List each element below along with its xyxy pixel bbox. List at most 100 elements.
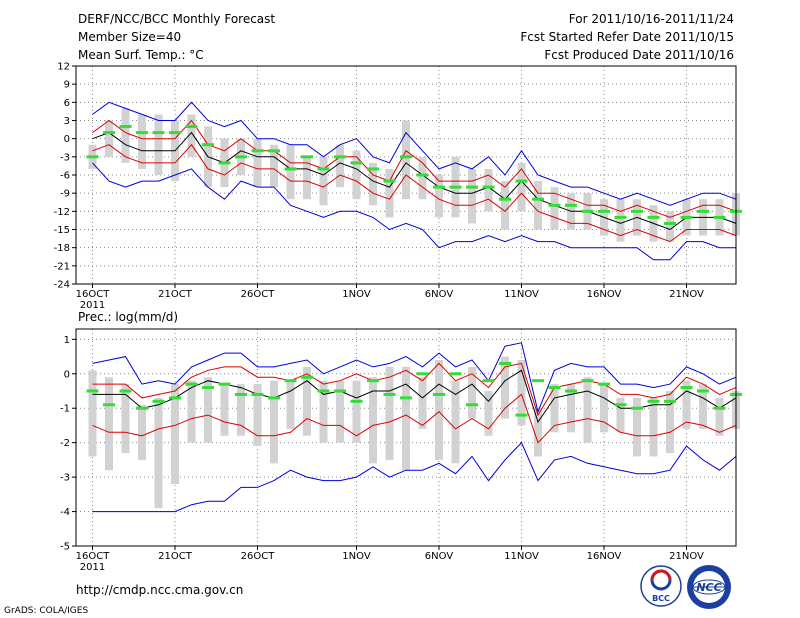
median-marker <box>515 413 528 417</box>
median-marker <box>86 389 99 393</box>
ensemble-box <box>616 199 625 242</box>
ensemble-box <box>121 108 130 163</box>
ensemble-box <box>253 384 262 447</box>
figure-title: DERF/NCC/BCC Monthly Forecast <box>78 12 275 26</box>
ensemble-box <box>204 377 212 443</box>
y-tick-label: 0 <box>64 369 70 380</box>
x-tick-label: 6NOV <box>425 289 454 300</box>
x-tick-label: 26OCT <box>241 289 276 300</box>
median-marker <box>614 215 627 219</box>
median-marker <box>499 361 511 365</box>
median-marker <box>449 372 462 376</box>
y-tick-label: -5 <box>60 542 70 553</box>
ensemble-box <box>550 187 559 230</box>
ensemble-box <box>319 380 328 443</box>
median-marker <box>400 155 412 159</box>
ensemble-box <box>666 391 674 453</box>
x-tick-label: 16OCT <box>76 289 111 300</box>
ensemble-box <box>187 380 196 443</box>
ensemble-mean-line <box>92 131 737 231</box>
x-tick-year: 2011 <box>80 562 105 573</box>
median-marker <box>614 403 627 407</box>
x-tick-label: 16NOV <box>587 289 622 300</box>
member-size: Member Size=40 <box>78 30 181 44</box>
median-marker <box>647 215 660 219</box>
ensemble-box <box>385 366 394 460</box>
median-marker <box>334 155 346 159</box>
ensemble-box <box>484 391 493 436</box>
x-tick-label: 11NOV <box>504 289 539 300</box>
ensemble-box <box>402 120 410 200</box>
median-marker <box>350 399 363 403</box>
x-tick-year: 2011 <box>80 300 105 311</box>
median-marker <box>433 392 445 396</box>
ensemble-box <box>517 162 526 212</box>
footer-url[interactable]: http://cmdp.ncc.cma.gov.cn <box>76 583 243 597</box>
ensemble-box <box>105 377 113 471</box>
ensemble-box <box>253 138 262 188</box>
y-tick-label: -3 <box>60 473 70 484</box>
median-marker <box>466 185 478 189</box>
y-tick-label: -3 <box>60 152 70 163</box>
x-tick-label: 26OCT <box>241 551 276 562</box>
median-marker <box>119 389 132 393</box>
bcc-logo-text: BCC <box>652 594 670 603</box>
median-marker <box>680 215 693 219</box>
median-marker <box>136 406 148 410</box>
ensemble-box <box>484 168 493 212</box>
x-tick-label: 6NOV <box>425 551 454 562</box>
median-marker <box>697 389 709 393</box>
median-marker <box>416 372 429 376</box>
median-marker <box>581 209 594 213</box>
y-tick-label: -6 <box>60 171 70 182</box>
median-marker <box>136 131 148 135</box>
ensemble-box <box>633 397 641 457</box>
y-tick-label: -24 <box>54 280 70 291</box>
ensemble-box <box>88 370 97 457</box>
plot-frame <box>75 328 737 547</box>
variable-label: Mean Surf. Temp.: °C <box>78 48 204 62</box>
y-tick-label: -12 <box>54 207 70 218</box>
ensemble-box <box>501 356 509 419</box>
y-tick-label: 12 <box>57 62 70 73</box>
x-tick-label: 1NOV <box>342 551 371 562</box>
median-marker <box>202 386 214 390</box>
median-marker <box>334 389 346 393</box>
median-marker <box>548 386 561 390</box>
ensemble-box <box>501 181 509 230</box>
median-marker <box>317 389 330 393</box>
median-marker <box>169 131 181 135</box>
ensemble-box <box>468 366 476 419</box>
ensemble-box <box>583 377 592 443</box>
median-marker <box>400 396 412 400</box>
ensemble-box <box>187 114 196 157</box>
ensemble-box <box>418 377 427 429</box>
min-envelope-line <box>92 162 736 261</box>
x-tick-label: 16NOV <box>587 551 622 562</box>
x-tick-label: 21OCT <box>158 551 193 562</box>
median-marker <box>367 379 379 383</box>
ensemble-box <box>121 384 130 453</box>
ensemble-box <box>517 360 526 426</box>
ensemble-box <box>286 380 295 429</box>
median-marker <box>598 209 610 213</box>
median-marker <box>119 125 132 129</box>
ensemble-box <box>435 175 443 218</box>
precip-variable-label: Prec.: log(mm/d) <box>78 310 178 324</box>
median-marker <box>202 143 214 147</box>
median-marker <box>185 125 198 129</box>
median-marker <box>103 403 115 407</box>
ensemble-box <box>336 380 344 443</box>
ensemble-box <box>616 397 625 433</box>
max-envelope-line <box>92 342 737 414</box>
x-tick-label: 11NOV <box>504 551 539 562</box>
median-marker <box>350 161 363 165</box>
median-marker <box>565 389 577 393</box>
median-marker <box>152 399 165 403</box>
ensemble-box <box>451 380 460 464</box>
grads-credit: GrADS: COLA/IGES <box>4 606 88 616</box>
y-tick-label: 6 <box>64 98 70 109</box>
y-tick-label: -15 <box>54 225 70 236</box>
median-marker <box>532 197 544 201</box>
